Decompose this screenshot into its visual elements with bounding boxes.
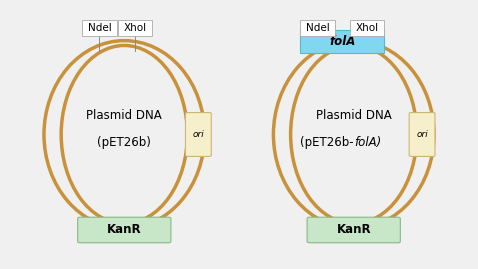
Text: folA: folA: [329, 35, 356, 48]
Text: NdeI: NdeI: [87, 23, 111, 33]
FancyBboxPatch shape: [307, 217, 400, 243]
FancyBboxPatch shape: [300, 30, 384, 53]
Text: folA): folA): [354, 136, 381, 149]
Bar: [350, 20, 384, 36]
Text: KanR: KanR: [337, 224, 371, 236]
Text: ori: ori: [193, 130, 204, 139]
Bar: [118, 20, 152, 36]
Text: (pET26b): (pET26b): [98, 136, 151, 149]
FancyBboxPatch shape: [77, 217, 171, 243]
Bar: [300, 20, 335, 36]
FancyBboxPatch shape: [409, 112, 435, 157]
Text: ori: ori: [416, 130, 428, 139]
Text: KanR: KanR: [107, 224, 141, 236]
Text: NdeI: NdeI: [305, 23, 329, 33]
Text: XhoI: XhoI: [124, 23, 147, 33]
Bar: [82, 20, 117, 36]
Text: Plasmid DNA: Plasmid DNA: [87, 109, 162, 122]
FancyBboxPatch shape: [185, 112, 211, 157]
Text: (pET26b-: (pET26b-: [300, 136, 354, 149]
Text: Plasmid DNA: Plasmid DNA: [316, 109, 391, 122]
Text: XhoI: XhoI: [356, 23, 379, 33]
